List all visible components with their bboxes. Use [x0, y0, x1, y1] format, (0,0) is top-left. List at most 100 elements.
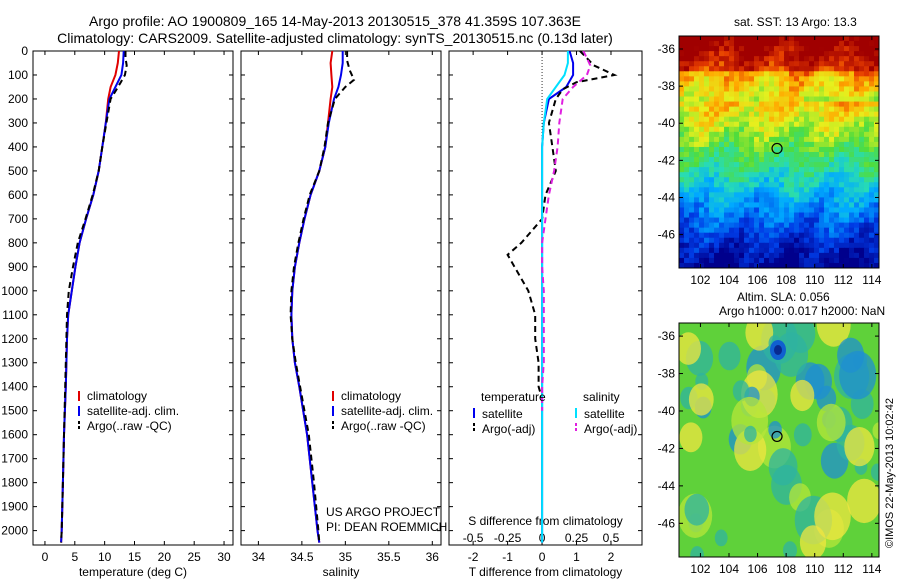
sst-cell: [744, 232, 750, 239]
sst-cell: [749, 106, 755, 113]
sst-cell: [844, 131, 850, 138]
sst-cell: [704, 162, 710, 168]
sst-cell: [759, 36, 765, 42]
sst-cell: [779, 36, 785, 42]
sst-cell: [819, 91, 825, 98]
sst-cell: [774, 66, 780, 72]
sst-cell: [854, 207, 860, 214]
sst-cell: [719, 106, 725, 113]
sst-cell: [729, 222, 735, 229]
sst-cell: [834, 111, 840, 118]
sst-cell: [779, 212, 785, 219]
sst-cell: [864, 136, 870, 143]
sst-cell: [729, 207, 735, 214]
sst-cell: [764, 262, 770, 268]
sst-cell: [799, 91, 805, 98]
sst-cell: [769, 86, 775, 93]
sst-cell: [759, 252, 765, 259]
sst-cell: [794, 131, 800, 138]
sst-cell: [734, 172, 740, 178]
sst-cell: [809, 237, 815, 244]
sst-cell: [854, 177, 860, 183]
sla-eddy: [790, 379, 815, 412]
sst-cell: [749, 247, 755, 254]
sst-cell: [779, 227, 785, 234]
sst-cell: [869, 51, 875, 57]
sst-cell: [809, 162, 815, 168]
sst-cell: [819, 227, 825, 234]
sst-cell: [859, 242, 865, 249]
sst-cell: [794, 212, 800, 219]
sst-cell: [814, 187, 820, 193]
sst-cell: [869, 106, 875, 113]
sst-cell: [814, 182, 820, 188]
sst-cell: [794, 136, 800, 143]
sst-cell: [874, 71, 879, 77]
sst-cell: [844, 207, 850, 214]
sst-cell: [739, 101, 745, 108]
sst-cell: [784, 172, 790, 178]
sst-cell: [789, 262, 795, 268]
sst-cell: [699, 61, 705, 67]
sst-cell: [759, 121, 765, 128]
sst-cell: [719, 182, 725, 188]
sst-cell: [754, 56, 760, 62]
sst-cell: [814, 162, 820, 168]
sst-cell: [819, 86, 825, 93]
sst-cell: [684, 157, 690, 163]
sst-cell: [804, 86, 810, 93]
sst-cell: [804, 91, 810, 98]
sst-cell: [784, 61, 790, 67]
sst-cell: [839, 76, 845, 82]
sst-cell: [769, 121, 775, 128]
sst-cell: [724, 262, 730, 268]
sst-cell: [854, 192, 860, 198]
sst-cell: [844, 187, 850, 193]
sst-cell: [839, 227, 845, 234]
sst-cell: [689, 232, 695, 239]
sst-cell: [759, 232, 765, 239]
sst-cell: [799, 242, 805, 249]
sst-cell: [684, 86, 690, 93]
sst-cell: [764, 197, 770, 204]
sst-cell: [869, 136, 875, 143]
sst-cell: [839, 247, 845, 254]
sst-cell: [734, 86, 740, 93]
sst-cell: [764, 36, 770, 42]
sst-cell: [824, 71, 830, 77]
sst-cell: [849, 262, 855, 268]
sst-cell: [849, 51, 855, 57]
sst-cell: [834, 146, 840, 153]
sst-cell: [829, 262, 835, 268]
sst-cell: [779, 76, 785, 82]
sst-cell: [719, 187, 725, 193]
sst-cell: [794, 41, 800, 47]
sst-cell: [709, 131, 715, 138]
sst-cell: [799, 61, 805, 67]
sst-cell: [699, 162, 705, 168]
sst-cell: [719, 116, 725, 123]
sst-cell: [699, 182, 705, 188]
series-line-3: [60, 51, 128, 543]
sst-cell: [784, 177, 790, 183]
sst-cell: [704, 202, 710, 209]
sst-cell: [704, 81, 710, 88]
sst-cell: [814, 141, 820, 148]
sst-cell: [694, 136, 700, 143]
sst-cell: [684, 222, 690, 229]
sst-cell: [829, 187, 835, 193]
sst-cell: [869, 157, 875, 163]
sst-cell: [689, 86, 695, 93]
sst-cell: [679, 257, 685, 264]
sst-cell: [704, 36, 710, 42]
sst-cell: [824, 237, 830, 244]
sst-cell: [819, 141, 825, 148]
sst-cell: [734, 116, 740, 123]
sst-cell: [699, 66, 705, 72]
sst-cell: [874, 41, 879, 47]
sst-cell: [724, 252, 730, 259]
sst-cell: [754, 141, 760, 148]
y-tick-label: 1200: [1, 332, 28, 346]
sla-eddy: [768, 448, 798, 486]
sst-cell: [739, 182, 745, 188]
